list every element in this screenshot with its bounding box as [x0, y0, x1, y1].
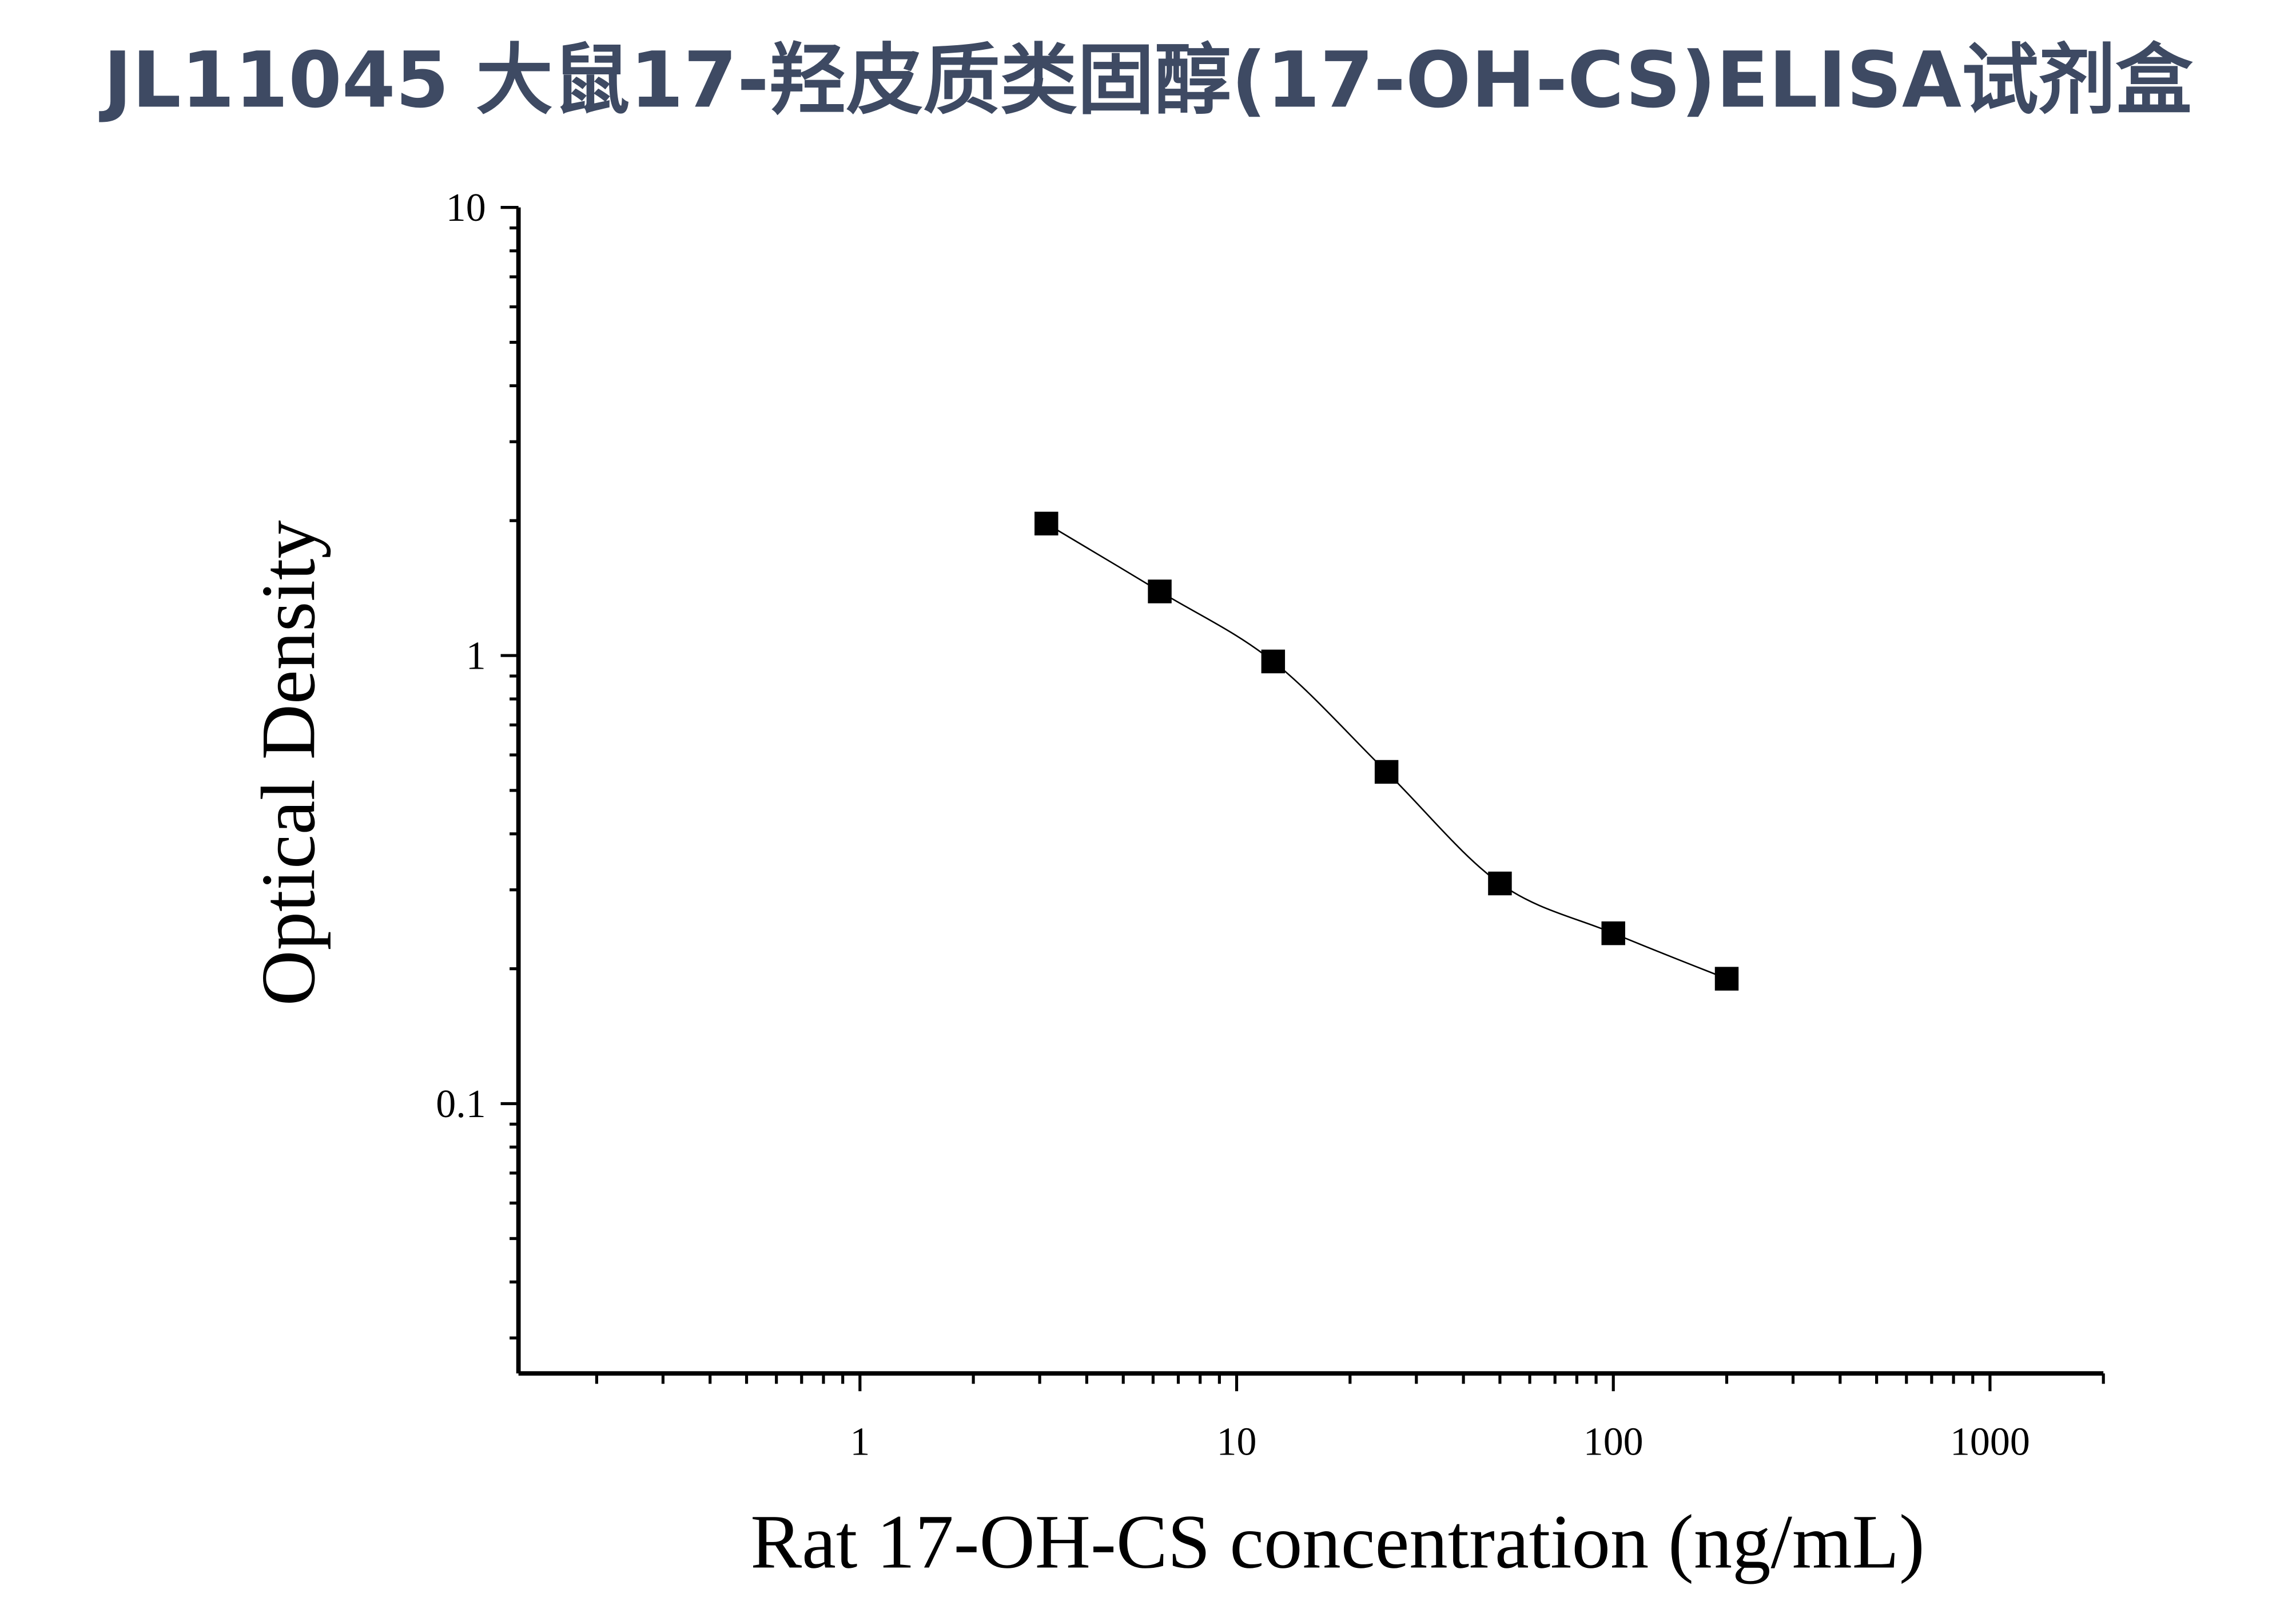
- x-tick-label: 1: [850, 1420, 870, 1464]
- y-tick-label: 10: [446, 186, 486, 230]
- data-point: [1714, 967, 1739, 991]
- y-tick-label: 1: [466, 634, 486, 678]
- chart-title: JL11045 大鼠17-羟皮质类固醇(17-OH-CS)ELISA试剂盒: [99, 35, 2194, 125]
- data-point: [1261, 649, 1286, 674]
- data-point: [1374, 760, 1399, 784]
- data-point: [1601, 921, 1625, 945]
- x-tick-label: 1000: [1950, 1420, 2030, 1464]
- x-tick-label: 10: [1217, 1420, 1257, 1464]
- y-tick-label: 0.1: [436, 1082, 486, 1126]
- axes: [500, 206, 2105, 1392]
- data-point: [1148, 579, 1172, 603]
- y-axis-label: Optical Density: [246, 520, 331, 1006]
- x-tick-label: 100: [1583, 1420, 1644, 1464]
- data-point: [1034, 511, 1059, 536]
- data-points: [1034, 511, 1739, 991]
- data-point: [1488, 871, 1512, 896]
- x-axis-label: Rat 17-OH-CS concentration (ng/mL): [750, 1499, 1925, 1584]
- tick-labels: 0.1 1 10 1 10 100 1000: [436, 186, 2030, 1464]
